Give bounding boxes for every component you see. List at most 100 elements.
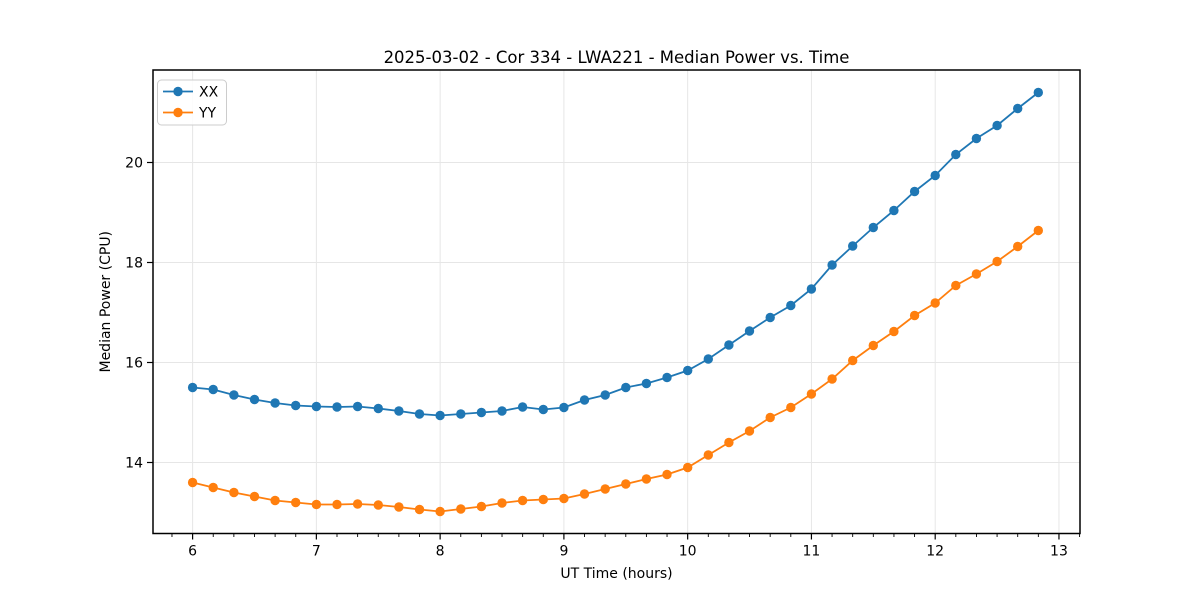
data-point-xx — [1013, 103, 1023, 114]
x-axis-label: UT Time (hours) — [560, 566, 672, 582]
data-point-xx — [538, 404, 548, 415]
data-point-xx — [724, 340, 734, 350]
data-point-yy — [683, 462, 693, 473]
data-point-yy — [600, 484, 610, 494]
data-point-xx — [868, 222, 878, 233]
data-point-xx — [517, 402, 528, 412]
data-point-yy — [889, 326, 899, 337]
data-point-xx — [662, 372, 672, 383]
data-point-xx — [600, 390, 610, 400]
data-point-yy — [517, 495, 528, 506]
data-point-xx — [930, 170, 940, 181]
data-point-xx — [373, 403, 383, 414]
data-point-xx — [435, 410, 445, 421]
data-point-yy — [951, 280, 961, 291]
y-axis-label: Median Power (CPU) — [98, 231, 114, 373]
data-point-yy — [909, 310, 920, 321]
data-point-xx — [497, 406, 507, 416]
data-point-xx — [394, 406, 404, 416]
data-point-yy — [641, 474, 652, 484]
data-point-yy — [1033, 225, 1044, 236]
x-tick-label: 11 — [803, 544, 821, 560]
data-point-yy — [538, 494, 548, 505]
data-point-yy — [724, 437, 734, 448]
data-point-yy — [827, 374, 837, 384]
data-point-xx — [1033, 87, 1044, 98]
data-point-yy — [291, 497, 301, 508]
data-point-yy — [456, 504, 466, 514]
data-point-xx — [909, 186, 920, 197]
x-tick-label: 6 — [188, 544, 197, 560]
data-point-xx — [311, 401, 322, 412]
x-tick-label: 7 — [312, 544, 321, 560]
data-point-yy — [703, 450, 713, 460]
data-point-yy — [229, 487, 239, 498]
data-point-yy — [868, 340, 878, 351]
data-point-xx — [951, 149, 961, 160]
series-line-xx — [192, 91, 1039, 417]
data-point-yy — [208, 482, 218, 493]
chart-title: 2025-03-02 - Cor 334 - LWA221 - Median P… — [384, 48, 850, 67]
data-point-yy — [249, 491, 260, 502]
data-point-yy — [187, 477, 198, 488]
data-point-yy — [497, 498, 507, 508]
data-point-xx — [786, 300, 796, 311]
y-tick-label: 14 — [125, 456, 143, 472]
x-tick-label: 8 — [436, 544, 445, 560]
data-point-yy — [662, 469, 672, 480]
legend-marker-icon — [173, 86, 183, 97]
data-point-yy — [579, 489, 590, 499]
data-point-yy — [1013, 241, 1023, 252]
data-point-xx — [992, 120, 1002, 131]
legend: XX YY — [157, 79, 227, 126]
data-point-xx — [332, 402, 342, 412]
data-point-xx — [229, 390, 239, 400]
data-point-yy — [394, 502, 404, 512]
data-point-yy — [476, 501, 487, 512]
legend-label: XX — [199, 84, 219, 100]
data-point-yy — [414, 504, 425, 515]
x-tick-label: 10 — [679, 544, 697, 560]
data-point-yy — [765, 412, 775, 423]
data-point-yy — [786, 402, 796, 413]
data-point-xx — [765, 312, 775, 323]
data-point-xx — [703, 354, 713, 364]
x-tick-label: 9 — [559, 544, 568, 560]
data-point-xx — [889, 205, 899, 216]
data-point-xx — [621, 382, 631, 393]
x-tick-label: 12 — [926, 544, 944, 560]
data-point-yy — [559, 493, 569, 504]
data-point-xx — [559, 402, 569, 413]
data-point-yy — [930, 298, 940, 308]
data-point-xx — [456, 409, 466, 419]
data-point-yy — [435, 506, 445, 517]
data-point-xx — [352, 401, 363, 412]
data-point-xx — [208, 384, 218, 395]
data-point-yy — [744, 426, 755, 436]
data-point-xx — [683, 365, 693, 376]
y-tick-label: 16 — [125, 356, 143, 372]
data-point-yy — [806, 389, 817, 399]
data-point-xx — [187, 382, 198, 393]
data-point-xx — [744, 326, 755, 336]
data-point-yy — [971, 269, 982, 279]
axes-spines — [152, 69, 1081, 535]
y-tick-label: 18 — [125, 256, 143, 272]
series-line-yy — [192, 229, 1039, 513]
data-point-xx — [806, 284, 817, 294]
data-point-yy — [621, 479, 631, 489]
legend-marker-icon — [173, 107, 183, 118]
x-tick-label: 13 — [1050, 544, 1068, 560]
y-tick-label: 20 — [125, 156, 143, 172]
data-point-xx — [270, 398, 280, 408]
data-point-xx — [971, 133, 982, 144]
data-point-yy — [992, 256, 1002, 267]
data-point-xx — [249, 394, 260, 405]
data-point-yy — [270, 495, 280, 506]
plot-area: 6 7 8 9 10 11 12 13 14 16 18 20 XX YY — [125, 69, 1081, 560]
data-point-yy — [332, 499, 342, 510]
data-point-yy — [848, 355, 858, 366]
data-point-xx — [476, 407, 487, 418]
data-point-xx — [291, 400, 301, 411]
